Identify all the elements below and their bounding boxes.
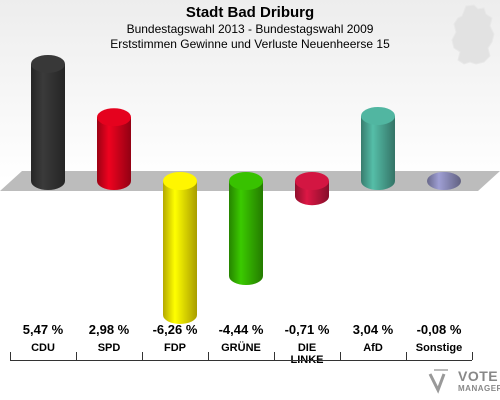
logo-text-manager: MANAGER [458, 384, 500, 393]
category-axis-line [10, 360, 472, 361]
bar-labels: 5,47 % CDU 2,98 % SPD -6,26 % FDP -4,44 % GRÜNE… [0, 320, 500, 370]
value-label: 3,04 % [352, 322, 394, 337]
germany-map-icon [451, 4, 495, 65]
bar-label-column: -0,71 % DIE LINKE [274, 320, 340, 366]
axis-tick [142, 352, 143, 360]
value-label: -0,71 % [284, 322, 330, 337]
axis-tick [406, 352, 407, 360]
category-label: DIE LINKE [290, 342, 324, 366]
chart-title: Stadt Bad Driburg [185, 4, 315, 21]
axis-tick [274, 352, 275, 360]
value-label: -4,44 % [218, 322, 264, 337]
bar-grüne [229, 172, 263, 286]
axis-tick [76, 352, 77, 360]
category-label: Sonstige [415, 342, 463, 354]
value-label: 5,47 % [22, 322, 64, 337]
category-label: SPD [97, 342, 121, 354]
axis-tick [208, 352, 209, 360]
category-label: CDU [31, 342, 55, 354]
category-label: GRÜNE [221, 342, 261, 354]
value-label: -6,26 % [152, 322, 198, 337]
category-label: FDP [164, 342, 186, 354]
bar-label-column: -4,44 % GRÜNE [208, 320, 274, 354]
bar-cdu [31, 54, 65, 190]
bar-fdp [163, 172, 197, 324]
bar-label-column: 3,04 % AfD [340, 320, 406, 354]
bar-afd [361, 106, 395, 190]
chart-subtitle-2: Erststimmen Gewinne und Verluste Neuenhe… [110, 37, 390, 51]
bar-sonstige [427, 172, 461, 190]
logo-text-vote: VOTE [458, 368, 499, 384]
bar-label-column: 2,98 % SPD [76, 320, 142, 354]
axis-tick [472, 352, 473, 360]
chart-subtitle-1: Bundestagswahl 2013 - Bundestagswahl 200… [126, 22, 374, 36]
value-label: 2,98 % [88, 322, 130, 337]
bar-die-linke [295, 172, 329, 206]
category-label: AfD [363, 342, 383, 354]
bar-label-column: -6,26 % FDP [142, 320, 208, 354]
axis-tick [10, 352, 11, 360]
value-label: -0,08 % [416, 322, 462, 337]
bar-spd [97, 108, 131, 190]
votemanager-logo [428, 369, 448, 394]
bar-label-column: -0,08 % Sonstige [406, 320, 472, 354]
bar-chart [0, 54, 500, 324]
axis-tick [340, 352, 341, 360]
bar-label-column: 5,47 % CDU [10, 320, 76, 354]
